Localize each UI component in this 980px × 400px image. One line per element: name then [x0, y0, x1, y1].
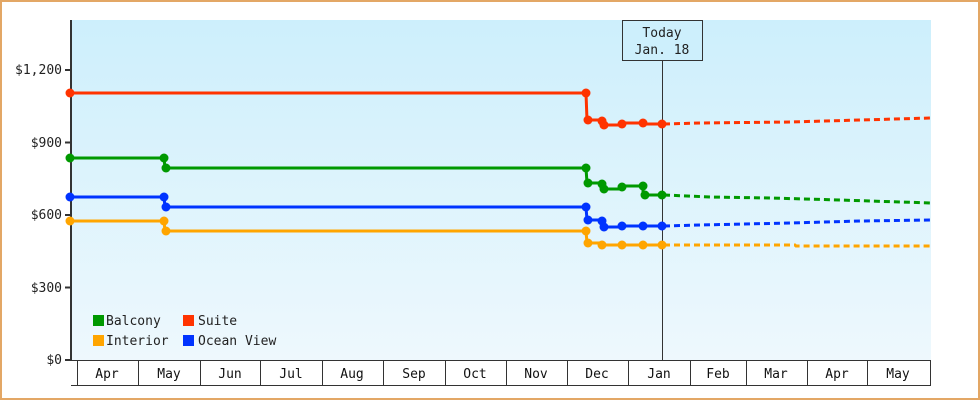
- today-date: Jan. 18: [635, 43, 690, 58]
- month-label: Oct: [463, 367, 486, 382]
- legend-label: Interior: [106, 334, 169, 349]
- legend-item-balcony[interactable]: Balcony: [93, 314, 161, 329]
- month-label: Jun: [218, 367, 241, 382]
- month-label: Feb: [706, 367, 730, 382]
- legend-label: Ocean View: [198, 334, 276, 349]
- month-label: Jul: [279, 367, 302, 382]
- month-label: Aug: [340, 367, 363, 382]
- y-tick-label: $0: [46, 353, 62, 368]
- month-label: Nov: [524, 367, 548, 382]
- legend-label: Balcony: [106, 314, 161, 329]
- x-axis: [71, 360, 931, 386]
- month-label: Sep: [402, 367, 426, 382]
- month-label: Jan: [647, 367, 670, 382]
- y-tick-label: $900: [31, 136, 62, 151]
- legend-item-suite[interactable]: Suite: [183, 314, 237, 329]
- series-suite: [65, 88, 932, 130]
- legend-swatch: [93, 335, 104, 346]
- today-marker: Today Jan. 18: [622, 20, 703, 61]
- y-tick-label: $600: [31, 208, 62, 223]
- today-label: Today: [642, 26, 681, 41]
- legend-swatch: [183, 335, 194, 346]
- legend-swatch: [183, 315, 194, 326]
- series-interior: [65, 216, 931, 250]
- month-label: Apr: [825, 367, 849, 382]
- month-label: May: [886, 367, 910, 382]
- month-label: Mar: [764, 367, 788, 382]
- series-ocean-view: [65, 192, 932, 232]
- legend-item-interior[interactable]: Interior: [93, 334, 169, 349]
- y-tick-label: $300: [31, 281, 62, 296]
- legend-swatch: [93, 315, 104, 326]
- month-label: May: [157, 367, 181, 382]
- legend-label: Suite: [198, 314, 237, 329]
- x-tick-labels: Apr May Jun Jul Aug Sep Oct Nov Dec Jan …: [95, 367, 910, 382]
- plot-area: [71, 20, 931, 360]
- series-balcony: [65, 153, 932, 205]
- y-ticks: $0 $300 $600 $900 $1,200: [15, 63, 71, 368]
- month-label: Dec: [585, 367, 608, 382]
- y-tick-label: $1,200: [15, 63, 62, 78]
- legend: Balcony Suite Interior Ocean View: [93, 314, 276, 349]
- month-label: Apr: [95, 367, 119, 382]
- legend-item-ocean-view[interactable]: Ocean View: [183, 334, 276, 349]
